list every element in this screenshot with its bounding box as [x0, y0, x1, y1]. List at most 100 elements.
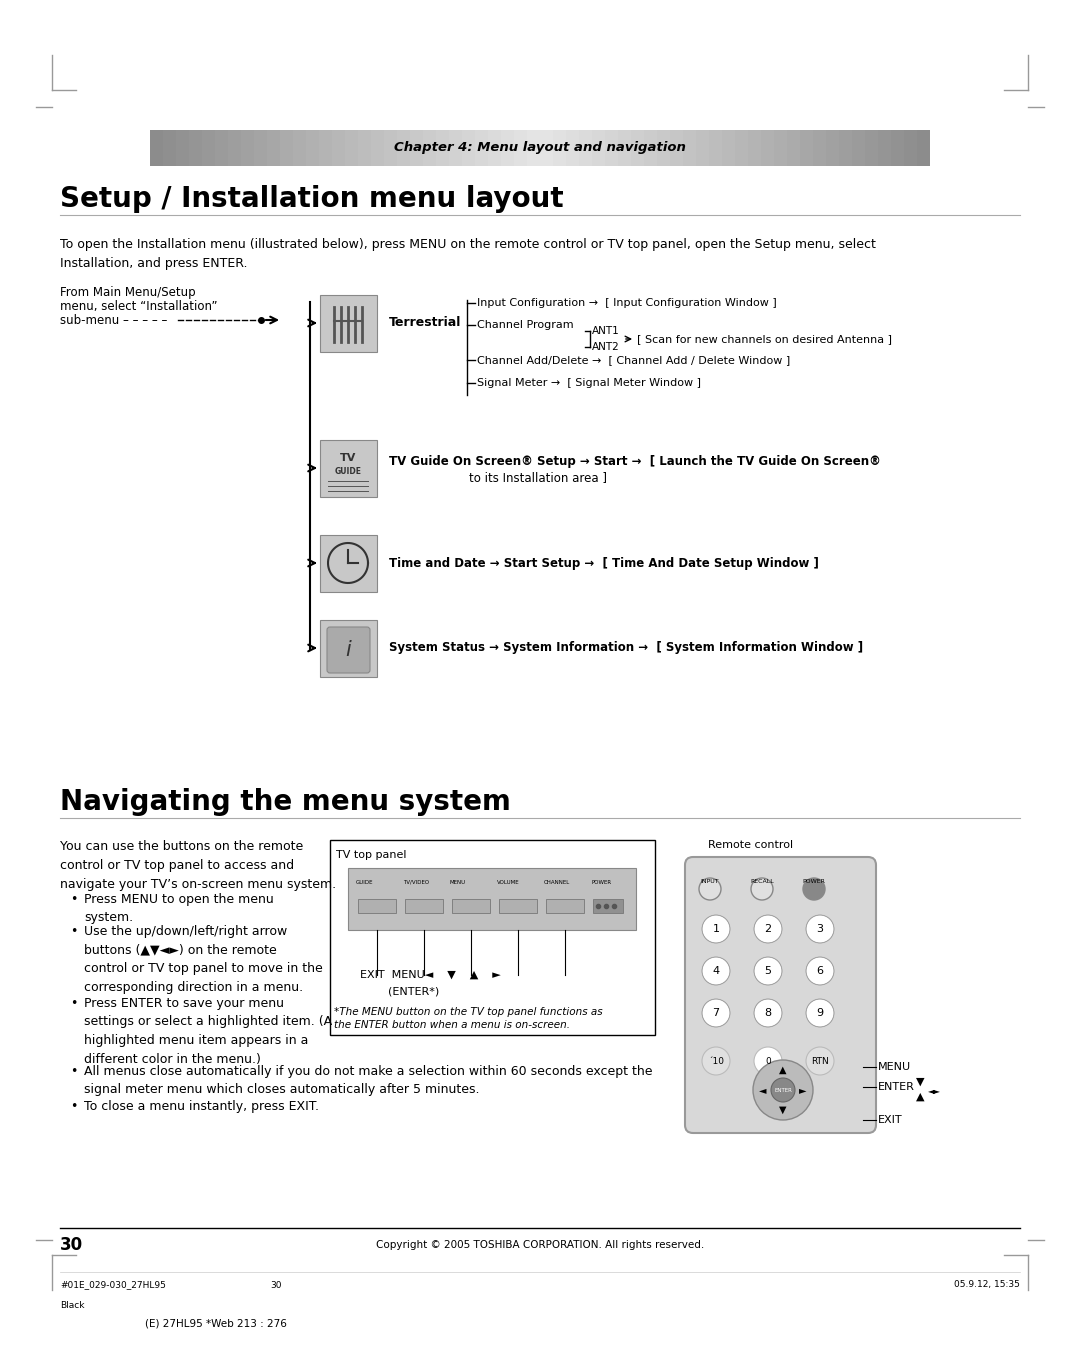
Bar: [462, 130, 475, 166]
Circle shape: [702, 1000, 730, 1027]
Bar: [397, 130, 410, 166]
Text: Press MENU to open the menu
system.: Press MENU to open the menu system.: [84, 893, 273, 924]
Bar: [657, 130, 670, 166]
Bar: [683, 130, 696, 166]
Text: Channel Add/Delete →  [ Channel Add / Delete Window ]: Channel Add/Delete → [ Channel Add / Del…: [477, 355, 791, 366]
Bar: [319, 130, 332, 166]
Bar: [475, 130, 488, 166]
Bar: [826, 130, 839, 166]
Text: ▲: ▲: [780, 1064, 786, 1075]
Bar: [320, 440, 377, 496]
Circle shape: [754, 1047, 782, 1075]
Text: To open the Installation menu (illustrated below), press MENU on the remote cont: To open the Installation menu (illustrat…: [60, 237, 876, 270]
Text: EXIT  MENU◄    ▼    ▲    ►: EXIT MENU◄ ▼ ▲ ►: [360, 970, 501, 979]
Bar: [330, 840, 654, 1035]
Text: Signal Meter →  [ Signal Meter Window ]: Signal Meter → [ Signal Meter Window ]: [477, 378, 701, 389]
Bar: [405, 898, 443, 913]
Text: 6: 6: [816, 966, 824, 975]
Text: TV Guide On Screen® Setup → Start →  [ Launch the TV Guide On Screen®: TV Guide On Screen® Setup → Start → [ La…: [389, 456, 881, 468]
Text: INPUT: INPUT: [701, 880, 719, 884]
Bar: [410, 130, 423, 166]
Text: 5: 5: [765, 966, 771, 975]
Bar: [189, 130, 202, 166]
Text: From Main Menu/Setup: From Main Menu/Setup: [60, 286, 195, 299]
Text: 30: 30: [270, 1280, 282, 1290]
Bar: [553, 130, 566, 166]
Bar: [202, 130, 215, 166]
Text: sub-menu – – – – –: sub-menu – – – – –: [60, 314, 167, 326]
Bar: [904, 130, 917, 166]
Text: ▼: ▼: [780, 1105, 786, 1116]
Text: i: i: [346, 639, 351, 660]
Bar: [241, 130, 254, 166]
Text: •: •: [70, 893, 78, 907]
Bar: [579, 130, 592, 166]
Text: GUIDE: GUIDE: [335, 468, 362, 476]
Text: Press ENTER to save your menu
settings or select a highlighted item. (A
highligh: Press ENTER to save your menu settings o…: [84, 997, 333, 1066]
Circle shape: [751, 878, 773, 900]
Text: TV: TV: [340, 453, 356, 463]
Text: 0: 0: [765, 1056, 771, 1066]
Circle shape: [699, 878, 721, 900]
Text: ANT2: ANT2: [592, 343, 620, 352]
Text: TV top panel: TV top panel: [336, 850, 406, 861]
Bar: [593, 898, 623, 913]
Circle shape: [806, 1000, 834, 1027]
Text: MENU: MENU: [878, 1062, 912, 1072]
Text: ►: ►: [799, 1085, 807, 1095]
Text: 9: 9: [816, 1008, 824, 1018]
Bar: [761, 130, 774, 166]
Bar: [813, 130, 826, 166]
Bar: [723, 130, 735, 166]
Text: (E) 27HL95 *Web 213 : 276: (E) 27HL95 *Web 213 : 276: [145, 1318, 287, 1327]
Text: 05.9.12, 15:35: 05.9.12, 15:35: [954, 1280, 1020, 1290]
Bar: [852, 130, 865, 166]
Text: Input Configuration →  [ Input Configuration Window ]: Input Configuration → [ Input Configurat…: [477, 298, 777, 308]
Text: EXIT: EXIT: [878, 1116, 903, 1125]
Text: TV/VIDEO: TV/VIDEO: [403, 880, 429, 885]
Bar: [150, 130, 163, 166]
Bar: [787, 130, 800, 166]
Text: Setup / Installation menu layout: Setup / Installation menu layout: [60, 185, 564, 213]
Text: ENTER: ENTER: [774, 1087, 792, 1093]
Bar: [372, 130, 384, 166]
Text: #01E_029-030_27HL95: #01E_029-030_27HL95: [60, 1280, 166, 1290]
Text: ANT1: ANT1: [592, 326, 620, 336]
Text: *The MENU button on the TV top panel functions as
the ENTER button when a menu i: *The MENU button on the TV top panel fun…: [334, 1006, 603, 1031]
Text: To close a menu instantly, press EXIT.: To close a menu instantly, press EXIT.: [84, 1099, 319, 1113]
Bar: [605, 130, 618, 166]
Bar: [320, 536, 377, 592]
Circle shape: [806, 956, 834, 985]
Bar: [891, 130, 904, 166]
Text: to its Installation area ]: to its Installation area ]: [469, 472, 607, 484]
Bar: [696, 130, 708, 166]
Text: POWER: POWER: [802, 880, 825, 884]
Bar: [384, 130, 397, 166]
Text: [ Scan for new channels on desired Antenna ]: [ Scan for new channels on desired Anten…: [637, 335, 892, 344]
Text: ´10: ´10: [708, 1056, 724, 1066]
Text: Remote control: Remote control: [708, 840, 793, 850]
Bar: [735, 130, 748, 166]
Text: 30: 30: [60, 1236, 83, 1255]
Circle shape: [806, 915, 834, 943]
Bar: [878, 130, 891, 166]
Bar: [514, 130, 527, 166]
Bar: [499, 898, 537, 913]
Text: Copyright © 2005 TOSHIBA CORPORATION. All rights reserved.: Copyright © 2005 TOSHIBA CORPORATION. Al…: [376, 1240, 704, 1251]
Circle shape: [702, 956, 730, 985]
FancyBboxPatch shape: [685, 857, 876, 1133]
Text: POWER: POWER: [591, 880, 611, 885]
Bar: [618, 130, 631, 166]
Text: Use the up/down/left/right arrow
buttons (▲▼◄►) on the remote
control or TV top : Use the up/down/left/right arrow buttons…: [84, 925, 323, 993]
Bar: [293, 130, 306, 166]
Bar: [215, 130, 228, 166]
Text: 7: 7: [713, 1008, 719, 1018]
Bar: [592, 130, 605, 166]
FancyBboxPatch shape: [327, 627, 370, 673]
Text: ◄►: ◄►: [928, 1086, 941, 1095]
Text: Terrestrial: Terrestrial: [389, 317, 461, 329]
Bar: [774, 130, 787, 166]
Text: menu, select “Installation”: menu, select “Installation”: [60, 299, 217, 313]
Text: 3: 3: [816, 924, 824, 934]
Bar: [670, 130, 683, 166]
